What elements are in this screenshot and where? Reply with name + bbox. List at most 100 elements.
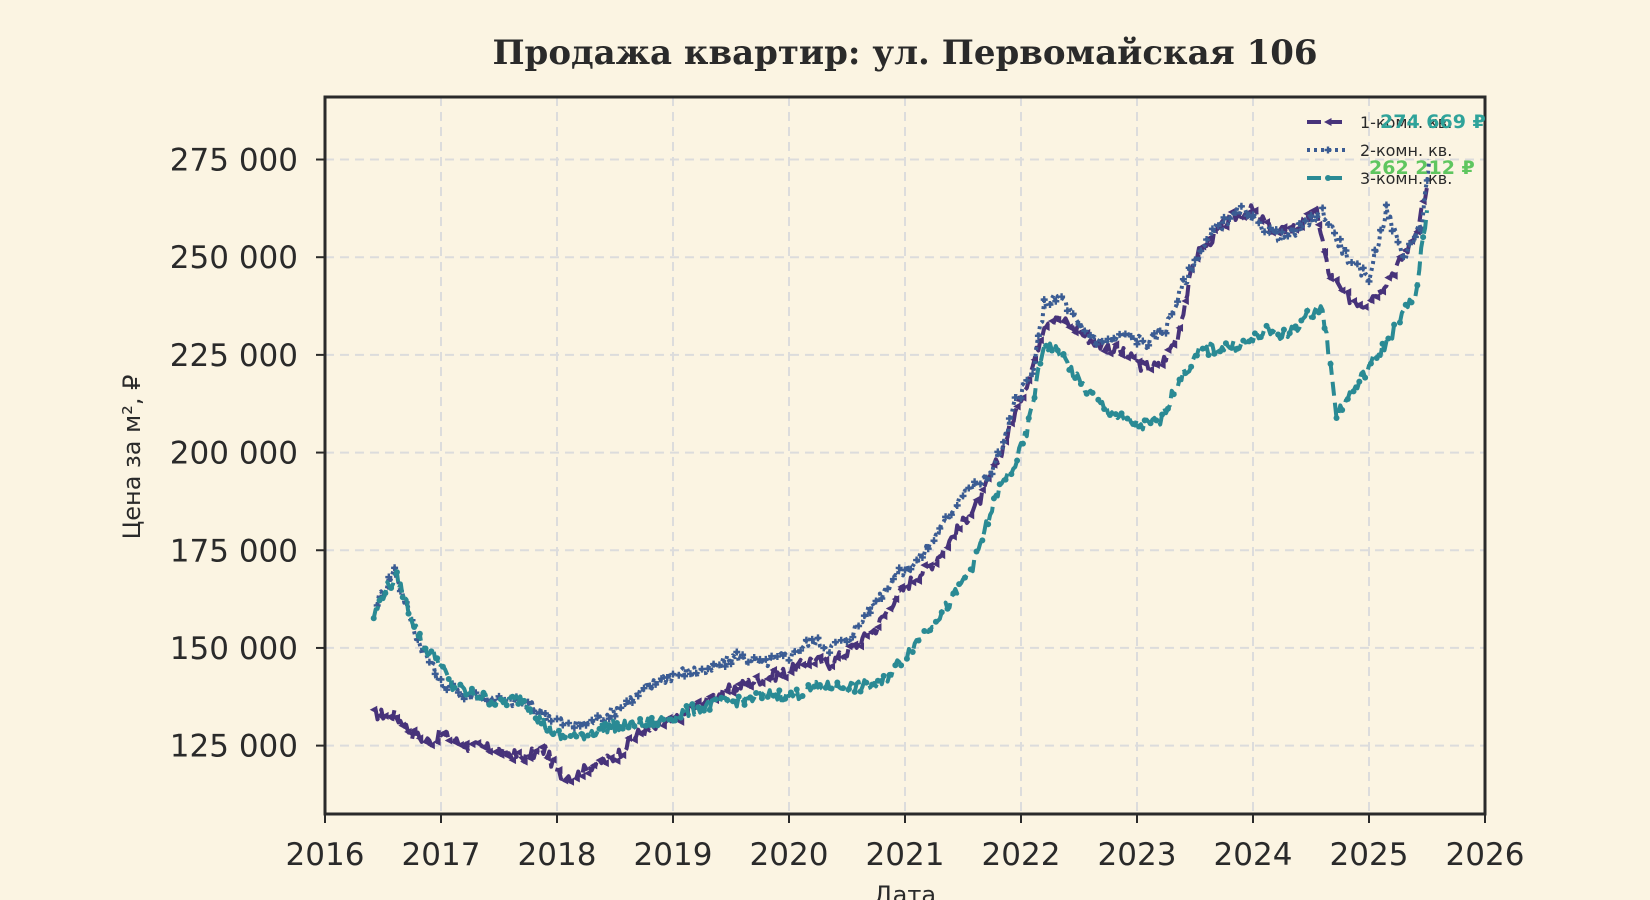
- x-tick-label: 2025: [1330, 837, 1409, 873]
- data-point: [1408, 299, 1415, 306]
- data-point: [712, 696, 719, 703]
- data-point: [492, 701, 499, 708]
- data-point: [1367, 360, 1374, 367]
- data-point: [944, 605, 951, 612]
- data-point: [1333, 415, 1340, 422]
- data-point: [734, 680, 743, 689]
- data-point: [943, 543, 952, 552]
- data-point: [739, 651, 747, 659]
- data-point: [937, 551, 946, 560]
- data-point: [560, 776, 569, 785]
- data-point: [1159, 411, 1166, 418]
- data-point: [433, 737, 441, 746]
- data-point: [1095, 396, 1102, 403]
- data-point: [843, 638, 851, 646]
- data-point: [1060, 350, 1067, 357]
- y-tick-label: 275 000: [170, 143, 298, 179]
- data-point: [706, 706, 713, 713]
- data-point: [538, 720, 545, 727]
- data-point: [839, 652, 847, 661]
- data-point: [1326, 274, 1334, 283]
- data-point: [1382, 201, 1390, 209]
- x-tick-label: 2019: [634, 837, 713, 873]
- data-point: [1077, 381, 1084, 388]
- data-point: [1314, 220, 1323, 229]
- data-point: [959, 492, 967, 500]
- data-point: [554, 765, 563, 774]
- data-point: [787, 689, 794, 696]
- data-point: [1420, 234, 1427, 241]
- data-point: [1232, 209, 1240, 217]
- data-point: [382, 590, 389, 597]
- data-point: [588, 716, 596, 724]
- data-point: [1158, 361, 1166, 370]
- data-point: [1257, 334, 1264, 341]
- data-point: [1205, 352, 1212, 359]
- data-point: [1361, 302, 1369, 311]
- data-point: [1058, 293, 1066, 301]
- data-point: [1372, 293, 1381, 302]
- y-tick-label: 250 000: [170, 240, 298, 276]
- data-point: [1139, 337, 1147, 345]
- data-point: [1237, 202, 1245, 210]
- data-point: [855, 622, 863, 630]
- data-point: [1406, 240, 1414, 248]
- data-point: [1251, 330, 1258, 337]
- data-point: [1069, 310, 1077, 318]
- data-point: [428, 648, 435, 655]
- data-point: [1240, 337, 1247, 344]
- data-point: [1005, 415, 1013, 423]
- data-point: [1344, 395, 1351, 402]
- data-point: [566, 777, 575, 786]
- data-point: [872, 597, 880, 605]
- data-point: [857, 688, 864, 695]
- data-point: [388, 584, 395, 591]
- data-point: [762, 655, 770, 663]
- data-point: [1129, 353, 1137, 362]
- data-point: [750, 653, 758, 661]
- data-point: [907, 565, 915, 573]
- data-point: [798, 660, 807, 669]
- data-point: [634, 692, 642, 700]
- data-point: [677, 714, 684, 721]
- data-point: [908, 578, 917, 587]
- data-point: [921, 627, 928, 634]
- data-point: [411, 624, 418, 631]
- data-point: [1349, 297, 1358, 306]
- data-point: [561, 734, 568, 741]
- data-point: [399, 594, 406, 601]
- data-point: [1025, 415, 1032, 422]
- data-point: [1350, 388, 1357, 395]
- data-point: [1208, 225, 1216, 233]
- data-point: [1185, 264, 1193, 272]
- data-point: [1162, 329, 1170, 337]
- data-point: [764, 693, 771, 700]
- legend-entry: 1-комн. кв.: [1360, 113, 1452, 132]
- data-point: [793, 686, 800, 693]
- data-point: [618, 751, 627, 760]
- data-point: [844, 642, 853, 651]
- data-point: [786, 668, 795, 677]
- data-point: [1309, 314, 1316, 321]
- data-point: [427, 741, 435, 750]
- data-point: [1378, 287, 1387, 296]
- data-point: [903, 582, 911, 591]
- x-tick-label: 2016: [286, 837, 365, 873]
- data-point: [885, 604, 894, 613]
- data-point: [444, 736, 453, 745]
- data-point: [579, 731, 586, 738]
- data-point: [385, 573, 393, 581]
- data-point: [463, 691, 470, 698]
- data-point: [1118, 410, 1125, 417]
- data-point: [826, 649, 834, 657]
- grid: [325, 97, 1485, 814]
- data-point: [1390, 271, 1398, 280]
- data-point: [880, 672, 887, 679]
- data-point: [955, 524, 963, 533]
- data-point: [926, 561, 934, 570]
- data-point: [1110, 334, 1118, 342]
- data-point: [567, 732, 574, 739]
- data-point: [1072, 374, 1079, 381]
- data-point: [1048, 347, 1055, 354]
- data-point: [862, 631, 870, 640]
